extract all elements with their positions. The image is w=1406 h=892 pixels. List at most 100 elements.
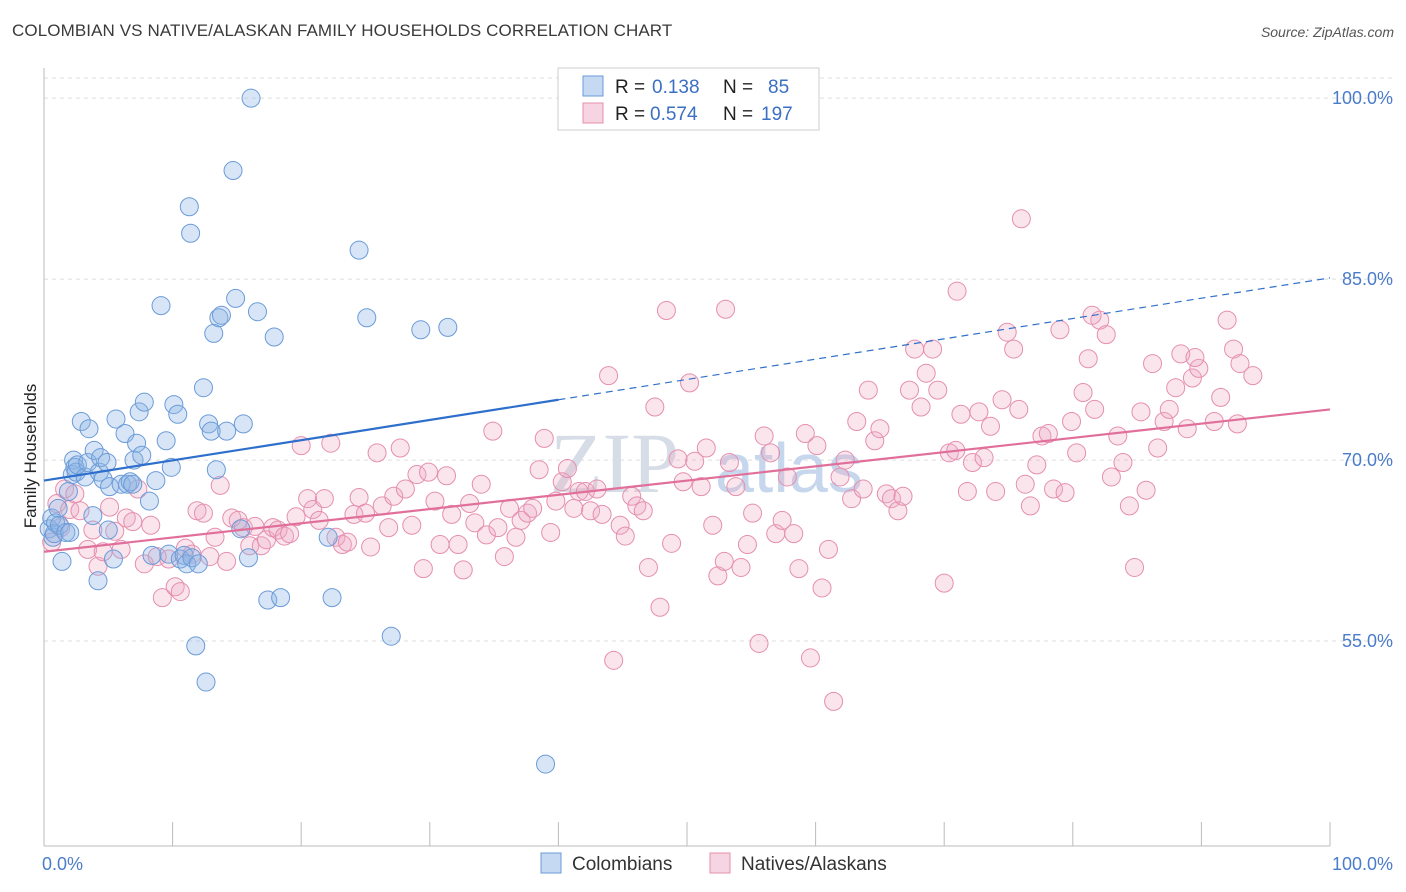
point-natives-50 [326, 527, 346, 547]
trend-lines [43, 277, 1331, 553]
point-natives-173 [1038, 424, 1058, 444]
point-colombians-51 [179, 197, 199, 217]
point-colombians-39 [139, 491, 159, 511]
point-natives-162 [974, 448, 994, 468]
point-colombians-58 [199, 414, 219, 434]
point-natives-79 [494, 547, 514, 567]
point-natives-57 [367, 443, 387, 463]
point-natives-189 [1131, 402, 1151, 422]
point-natives-174 [1044, 479, 1064, 499]
point-colombians-15 [71, 411, 91, 431]
point-colombians-83 [98, 520, 118, 540]
point-natives-195 [1166, 378, 1186, 398]
point-colombians-70 [241, 88, 261, 108]
point-natives-175 [1050, 320, 1070, 340]
point-colombians-71 [247, 302, 267, 322]
point-colombians-23 [91, 448, 111, 468]
legend-box: R = 0.138 N = 85 R = 0.574 N = 197 [557, 67, 820, 131]
point-colombians-69 [238, 548, 258, 568]
watermark: ZIP [550, 415, 679, 511]
point-natives-120 [731, 557, 751, 577]
point-natives-31 [217, 551, 237, 571]
trend-colombians-extension [558, 277, 1331, 401]
point-colombians-33 [123, 474, 143, 494]
point-natives-190 [1136, 480, 1156, 500]
point-natives-152 [916, 363, 936, 383]
point-colombians-47 [168, 404, 188, 424]
point-natives-210 [716, 299, 736, 319]
point-natives-144 [870, 419, 890, 439]
point-natives-151 [911, 397, 931, 417]
legend-r-value-1: 0.138 [652, 77, 700, 98]
point-natives-11 [100, 497, 120, 517]
point-natives-125 [761, 443, 781, 463]
point-colombians-40 [142, 545, 162, 565]
point-natives-67 [425, 491, 445, 511]
point-natives-158 [951, 404, 971, 424]
point-natives-45 [298, 489, 318, 509]
series-colombians [39, 88, 556, 774]
point-natives-42 [280, 524, 300, 544]
point-colombians-21 [88, 571, 108, 591]
point-natives-206 [1211, 387, 1231, 407]
point-natives-135 [818, 539, 838, 559]
point-colombians-73 [264, 327, 284, 347]
point-natives-91 [564, 498, 584, 518]
point-natives-6 [70, 501, 90, 521]
point-natives-103 [633, 501, 653, 521]
point-natives-82 [511, 510, 531, 530]
y-tick-label-0: 55.0% [1342, 631, 1393, 651]
point-natives-137 [830, 467, 850, 487]
point-natives-35 [240, 536, 260, 556]
point-natives-104 [638, 557, 658, 577]
point-natives-119 [726, 477, 746, 497]
point-natives-117 [714, 551, 734, 571]
point-natives-114 [696, 438, 716, 458]
point-colombians-80 [411, 320, 431, 340]
point-natives-165 [992, 390, 1012, 410]
point-natives-155 [934, 573, 954, 593]
point-natives-160 [962, 452, 982, 472]
legend-swatch-pink [582, 102, 604, 124]
point-colombians-35 [127, 433, 147, 453]
point-natives-15 [123, 512, 143, 532]
x-tick-label-max: 100.0% [1332, 854, 1393, 874]
legend-r-value-2: 0.574 [650, 104, 698, 125]
point-colombians-6 [49, 515, 69, 535]
point-colombians-32 [120, 472, 140, 492]
point-natives-163 [980, 416, 1000, 436]
point-colombians-43 [156, 431, 176, 451]
point-natives-194 [1159, 399, 1179, 419]
point-natives-178 [1067, 443, 1087, 463]
point-natives-183 [1096, 325, 1116, 345]
legend-swatch-blue [582, 75, 604, 97]
point-natives-66 [419, 462, 439, 482]
point-colombians-84 [60, 522, 80, 542]
point-natives-185 [1108, 426, 1128, 446]
point-natives-197 [1177, 419, 1197, 439]
point-colombians-57 [196, 672, 216, 692]
point-natives-143 [865, 431, 885, 451]
point-natives-141 [853, 479, 873, 499]
point-natives-205 [1243, 366, 1263, 386]
point-colombians-41 [146, 471, 166, 491]
point-natives-198 [1182, 368, 1202, 388]
point-natives-116 [708, 566, 728, 586]
point-natives-170 [1020, 496, 1040, 516]
point-natives-60 [384, 486, 404, 506]
point-colombians-50 [177, 554, 197, 574]
point-natives-97 [599, 366, 619, 386]
point-natives-108 [662, 533, 682, 553]
point-colombians-78 [357, 308, 377, 328]
point-colombians-75 [322, 588, 342, 608]
bottom-legend-natives: Natives/Alaskans [741, 854, 887, 875]
legend-r-label-1: R = [615, 77, 645, 98]
y-tick-labels: 55.0% 70.0% 85.0% 100.0% [1332, 88, 1393, 651]
point-natives-41 [274, 526, 294, 546]
point-natives-140 [847, 411, 867, 431]
point-colombians-38 [134, 392, 154, 412]
point-natives-55 [356, 503, 375, 523]
point-natives-43 [286, 507, 306, 527]
point-natives-21 [159, 549, 179, 569]
